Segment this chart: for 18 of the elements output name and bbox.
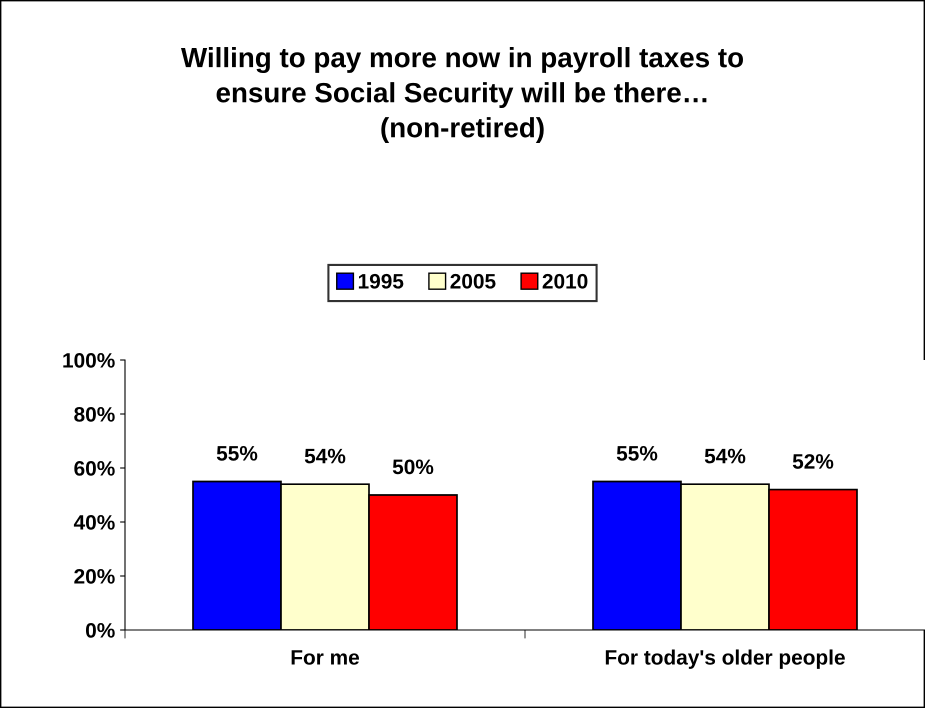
- data-label: 52%: [792, 454, 834, 469]
- y-tick-label: 20%: [74, 569, 115, 584]
- x-tick-label: For today's older people: [606, 649, 845, 669]
- data-label: 54%: [704, 448, 746, 464]
- chart-title: Willing to pay more now in payroll taxes to ensure Social Security will be there… (non-retired): [180, 47, 743, 143]
- legend-label: 2005: [450, 274, 496, 289]
- data-label: 55%: [616, 446, 658, 461]
- legend-label: 2010: [542, 274, 588, 289]
- x-tick-label: For me: [292, 650, 360, 665]
- data-label: 55%: [216, 446, 258, 461]
- y-tick-label: 100%: [63, 353, 115, 368]
- y-tick-label: 40%: [74, 515, 115, 530]
- y-tick-label: 60%: [74, 461, 115, 476]
- y-tick-label: 80%: [74, 407, 115, 422]
- y-tick-label: 0%: [86, 623, 115, 638]
- data-label: 54%: [304, 448, 346, 464]
- data-label: 50%: [392, 459, 434, 474]
- legend-label: 1995: [358, 274, 404, 289]
